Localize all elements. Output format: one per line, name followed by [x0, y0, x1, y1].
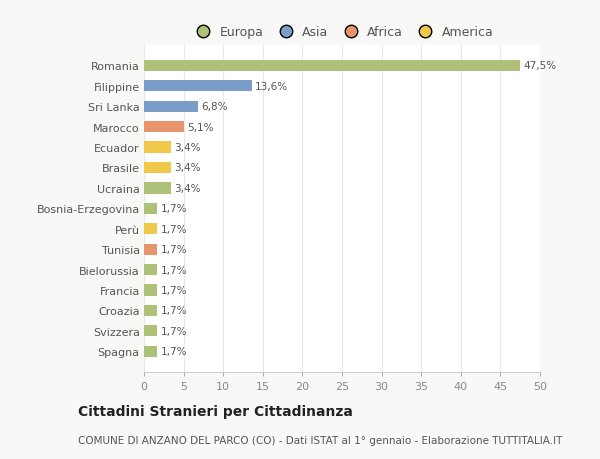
Text: 1,7%: 1,7%	[161, 326, 187, 336]
Text: 1,7%: 1,7%	[161, 306, 187, 316]
Text: 1,7%: 1,7%	[161, 347, 187, 356]
Bar	[144, 101, 198, 112]
Bar	[144, 203, 157, 214]
Bar	[144, 285, 157, 296]
Bar	[144, 142, 171, 153]
Text: COMUNE DI ANZANO DEL PARCO (CO) - Dati ISTAT al 1° gennaio - Elaborazione TUTTIT: COMUNE DI ANZANO DEL PARCO (CO) - Dati I…	[78, 435, 562, 445]
Text: 1,7%: 1,7%	[161, 285, 187, 295]
Text: 3,4%: 3,4%	[174, 143, 200, 153]
Text: 1,7%: 1,7%	[161, 245, 187, 255]
Legend: Europa, Asia, Africa, America: Europa, Asia, Africa, America	[191, 26, 493, 39]
Text: 5,1%: 5,1%	[188, 123, 214, 132]
Bar	[144, 122, 184, 133]
Text: 3,4%: 3,4%	[174, 163, 200, 173]
Bar	[144, 162, 171, 174]
Bar	[144, 244, 157, 255]
Text: 47,5%: 47,5%	[523, 62, 556, 71]
Bar	[144, 81, 252, 92]
Text: 1,7%: 1,7%	[161, 265, 187, 275]
Text: 6,8%: 6,8%	[201, 102, 227, 112]
Bar	[144, 305, 157, 316]
Text: 1,7%: 1,7%	[161, 204, 187, 214]
Bar	[144, 264, 157, 275]
Bar	[144, 325, 157, 336]
Text: 13,6%: 13,6%	[255, 82, 288, 92]
Text: 1,7%: 1,7%	[161, 224, 187, 234]
Bar	[144, 224, 157, 235]
Text: Cittadini Stranieri per Cittadinanza: Cittadini Stranieri per Cittadinanza	[78, 404, 353, 419]
Bar	[144, 61, 520, 72]
Bar	[144, 183, 171, 194]
Text: 3,4%: 3,4%	[174, 184, 200, 194]
Bar	[144, 346, 157, 357]
